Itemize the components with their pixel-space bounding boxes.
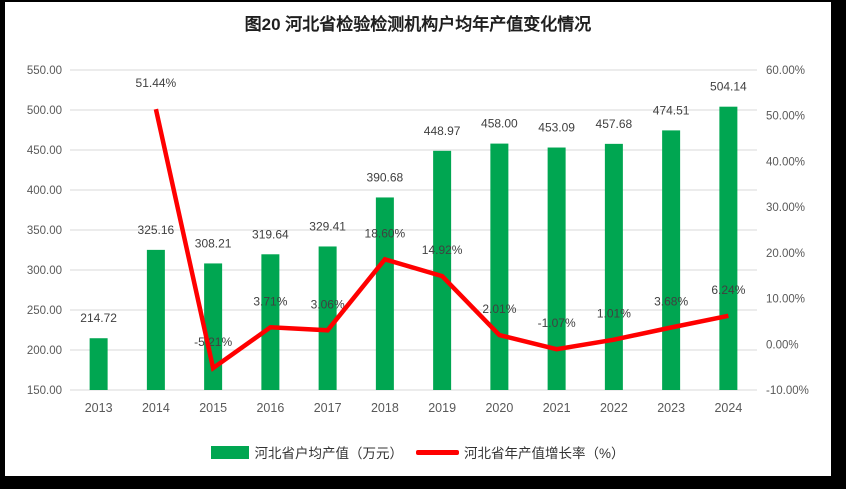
bar-value-label: 319.64: [252, 227, 289, 241]
bar-2019: [433, 150, 452, 390]
bar-value-label: 474.51: [653, 103, 690, 117]
line-series-swatch-icon: [415, 449, 459, 455]
line-value-label: 6.24%: [711, 283, 745, 297]
x-axis-label: 2013: [85, 401, 113, 415]
bar-value-label: 448.97: [424, 124, 461, 138]
bar-value-label: 329.41: [309, 219, 346, 233]
right-axis-tick-label: -10.00%: [766, 385, 809, 397]
line-value-label: -5.21%: [194, 335, 232, 349]
bar-value-label: 308.21: [195, 236, 232, 250]
growth-rate-line: [153, 108, 729, 372]
x-axis-label: 2024: [714, 401, 742, 415]
bar-2014: [146, 249, 165, 390]
legend-item-bar-series: 河北省户均产值（万元）: [211, 442, 403, 462]
chart-panel: [5, 2, 831, 476]
bar-value-label: 457.68: [596, 117, 633, 131]
bar-2023: [662, 130, 681, 390]
line-value-label: 1.01%: [597, 307, 631, 321]
bar-value-label: 214.72: [80, 311, 117, 325]
bar-value-label: 458.00: [481, 117, 518, 131]
line-value-label: 3.06%: [311, 297, 345, 311]
line-value-label: 2.01%: [482, 302, 516, 316]
bar-value-label: 390.68: [367, 170, 404, 184]
line-value-label: 14.92%: [422, 243, 463, 257]
legend-item-line-series: 河北省年产值增长率（%）: [415, 442, 625, 462]
x-axis-label: 2016: [256, 401, 284, 415]
x-axis-label: 2018: [371, 401, 399, 415]
right-axis-tick-label: 30.00%: [766, 202, 805, 214]
line-value-label: 51.44%: [136, 76, 177, 90]
right-axis-tick-label: 60.00%: [766, 65, 805, 77]
right-axis-tick-label: 40.00%: [766, 156, 805, 168]
bar-2018: [375, 197, 394, 390]
x-axis-label: 2020: [485, 401, 513, 415]
chart-title: 图20 河北省检验检测机构户均年产值变化情况: [244, 15, 592, 34]
bar-value-label: 325.16: [138, 223, 175, 237]
legend-label-line-series: 河北省年产值增长率（%）: [463, 446, 625, 461]
left-axis-tick-label: 150.00: [27, 385, 62, 397]
bar-series-swatch-icon: [211, 445, 250, 459]
legend: 河北省户均产值（万元） 河北省年产值增长率（%）: [5, 442, 831, 462]
bar-2024: [719, 106, 738, 391]
bar-2017: [318, 246, 337, 390]
right-axis-tick-label: 50.00%: [766, 111, 805, 123]
line-value-label: 3.71%: [253, 294, 287, 308]
bar-value-label: 453.09: [538, 121, 575, 135]
right-axis-tick-label: 0.00%: [766, 339, 799, 351]
bar-2020: [490, 143, 509, 390]
x-axis-label: 2015: [199, 401, 227, 415]
x-axis-label: 2023: [657, 401, 685, 415]
left-axis-tick-label: 300.00: [27, 265, 62, 277]
x-axis-label: 2014: [142, 401, 170, 415]
bar-2016: [261, 254, 280, 390]
x-axis-label: 2019: [428, 401, 456, 415]
left-axis-tick-label: 550.00: [27, 65, 62, 77]
x-axis-label: 2017: [314, 401, 342, 415]
left-axis-tick-label: 400.00: [27, 185, 62, 197]
left-axis-tick-label: 200.00: [27, 345, 62, 357]
left-axis-tick-label: 250.00: [27, 305, 62, 317]
line-value-label: 18.60%: [365, 226, 406, 240]
right-axis-tick-label: 10.00%: [766, 294, 805, 306]
bar-2015: [204, 263, 223, 390]
left-axis-tick-label: 500.00: [27, 105, 62, 117]
legend-label-bar-series: 河北省户均产值（万元）: [254, 446, 403, 461]
bar-2021: [547, 147, 566, 390]
line-value-label: -1.07%: [538, 316, 576, 330]
left-axis-tick-label: 450.00: [27, 145, 62, 157]
right-axis-tick-label: 20.00%: [766, 248, 805, 260]
left-axis-tick-label: 350.00: [27, 225, 62, 237]
line-value-label: 3.68%: [654, 294, 688, 308]
x-axis-label: 2021: [543, 401, 571, 415]
bar-2013: [89, 338, 108, 390]
bar-2022: [604, 143, 623, 390]
x-axis-label: 2022: [600, 401, 628, 415]
bar-value-label: 504.14: [710, 80, 747, 94]
